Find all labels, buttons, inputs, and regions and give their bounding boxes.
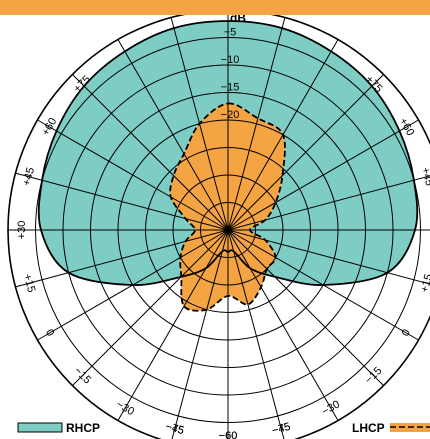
grid-spoke	[72, 74, 229, 231]
grid-spoke	[227, 74, 384, 231]
grid-spoke	[227, 17, 286, 231]
grid-spoke	[15, 229, 229, 288]
legend-label-rhcp: RHCP	[66, 421, 100, 435]
angle-tick-label: +15	[21, 273, 37, 294]
angle-tick-label: −45	[271, 421, 292, 437]
grid-spoke	[15, 172, 229, 231]
grid-spoke	[72, 229, 229, 386]
angle-tick-label: −60	[219, 430, 238, 439]
angle-tick-label: +45	[21, 166, 37, 187]
legend-swatch-rhcp	[17, 422, 63, 433]
radial-tick-label: −20	[221, 109, 240, 121]
grid-spoke	[227, 229, 339, 421]
header-bar	[0, 0, 430, 15]
series-outline-lhcp	[169, 102, 286, 312]
angle-tick-label: 0	[400, 327, 413, 338]
angle-tick-label: −45	[164, 421, 185, 437]
grid-spoke	[227, 229, 384, 386]
radial-tick-label: −15	[221, 82, 240, 94]
angle-tick-label: +15	[419, 273, 430, 294]
radial-tick-label: −10	[221, 54, 240, 66]
angle-tick-label: 0	[43, 327, 56, 338]
angle-tick-label: −75	[164, 421, 185, 437]
grid-spoke	[227, 119, 419, 231]
angle-tick-label: +45	[419, 166, 430, 187]
angle-tick-label: −75	[271, 421, 292, 437]
grid-spoke	[171, 229, 229, 439]
angle-tick-label: +30	[16, 221, 28, 240]
angle-tick-label: +30	[428, 221, 430, 240]
series-outline-rhcp	[37, 20, 419, 286]
legend-label-lhcp: LHCP	[352, 421, 385, 435]
radial-unit-label: dB	[230, 11, 246, 25]
grid-spoke	[37, 119, 229, 231]
grid-spoke	[117, 39, 229, 231]
grid-spoke	[117, 229, 229, 421]
angle-tick-label: −60	[219, 430, 238, 439]
legend: RHCP LHCP	[17, 421, 430, 435]
grid-spoke	[227, 229, 285, 439]
radial-tick-label: −5	[224, 27, 237, 39]
